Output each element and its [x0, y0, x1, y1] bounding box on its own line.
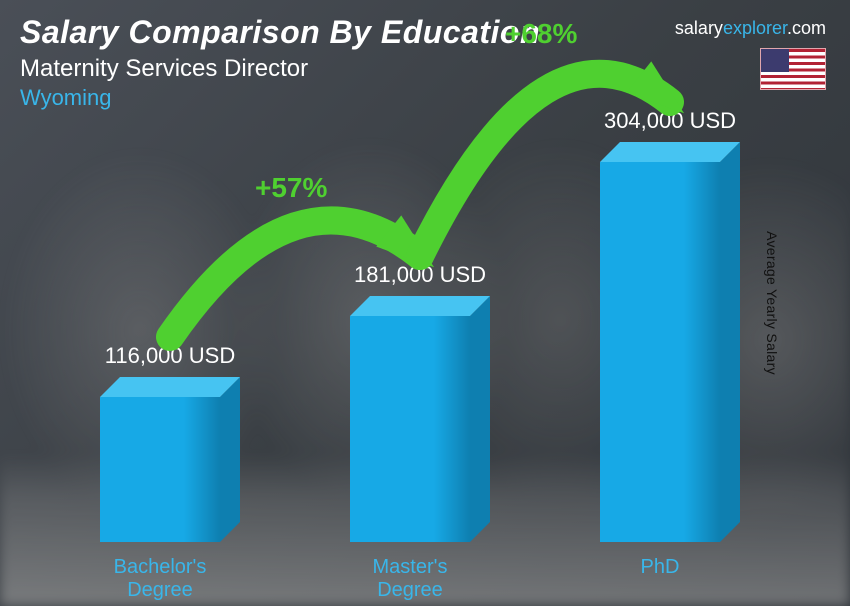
category-label: Bachelor'sDegree [60, 556, 260, 602]
bar-0 [100, 397, 240, 542]
bar-top [100, 377, 240, 397]
bar-value-label: 181,000 USD [320, 262, 520, 288]
bar-side [720, 142, 740, 542]
bar-front [600, 162, 720, 542]
header: Salary Comparison By Education Maternity… [20, 14, 540, 111]
increase-pct-label: +57% [255, 172, 327, 204]
bar-top [600, 142, 740, 162]
job-title: Maternity Services Director [20, 55, 540, 83]
bar-1 [350, 316, 490, 542]
category-axis: Bachelor'sDegree Master'sDegree PhD [40, 548, 790, 600]
brand-suffix: .com [787, 18, 826, 38]
salary-bar-chart: 116,000 USD181,000 USD304,000 USD+57%+68… [40, 150, 790, 542]
bar-top [350, 296, 490, 316]
category-label: Master'sDegree [310, 556, 510, 602]
brand-prefix: salary [675, 18, 723, 38]
bar-front [100, 397, 220, 542]
location-label: Wyoming [20, 85, 540, 111]
category-label: PhD [560, 556, 760, 579]
brand-accent: explorer [723, 18, 787, 38]
brand-logo: salaryexplorer.com [675, 18, 826, 39]
flag-icon [760, 48, 826, 90]
bar-2 [600, 162, 740, 542]
increase-pct-label: +68% [505, 18, 577, 50]
bar-value-label: 304,000 USD [570, 108, 770, 134]
page-title: Salary Comparison By Education [20, 14, 540, 51]
bar-side [470, 296, 490, 542]
bar-side [220, 377, 240, 542]
bar-value-label: 116,000 USD [70, 343, 270, 369]
bar-front [350, 316, 470, 542]
